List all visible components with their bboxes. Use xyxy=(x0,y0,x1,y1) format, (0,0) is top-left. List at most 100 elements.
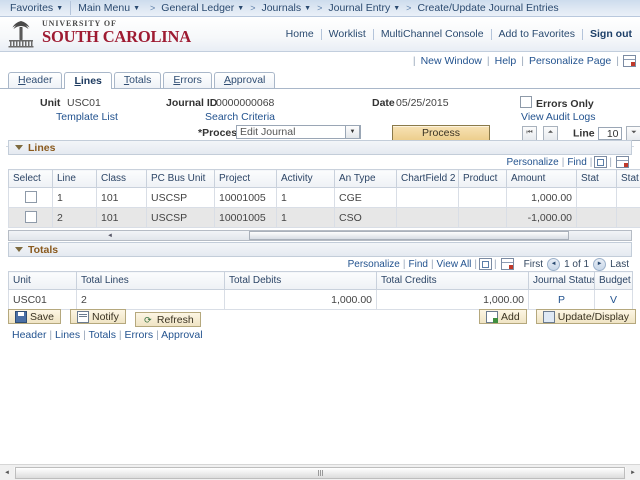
open-new-window-icon[interactable] xyxy=(479,258,492,270)
totals-journal-status[interactable]: P xyxy=(528,289,595,310)
link-template-list[interactable]: Template List xyxy=(56,111,118,123)
chevron-down-icon[interactable]: ▼ xyxy=(345,125,360,139)
errors-only-field[interactable]: Errors Only xyxy=(520,96,594,110)
collapse-triangle-icon[interactable] xyxy=(15,145,23,150)
footer-link-errors[interactable]: Errors xyxy=(124,329,154,341)
row-select-cell[interactable] xyxy=(8,187,53,208)
pager-previous-icon[interactable]: ◄ xyxy=(547,257,561,271)
col-select: Select xyxy=(8,169,53,188)
menu-favorites[interactable]: Favorites ▼ xyxy=(4,2,69,14)
row-amount[interactable]: 1,000.00 xyxy=(506,187,577,208)
update-display-button[interactable]: Update/Display xyxy=(535,309,636,324)
totals-find-link[interactable]: Find xyxy=(408,258,428,270)
row-amount[interactable]: -1,000.00 xyxy=(506,207,577,228)
breadcrumb-journal-entry[interactable]: Journal Entry ▼ xyxy=(326,2,402,14)
row-product[interactable] xyxy=(458,187,507,208)
totals-section-header[interactable]: Totals xyxy=(8,242,632,257)
link-personalize-page[interactable]: Personalize Page xyxy=(528,54,612,67)
open-new-window-icon[interactable] xyxy=(594,156,608,168)
notify-button[interactable]: Notify xyxy=(70,309,126,324)
link-worklist[interactable]: Worklist xyxy=(328,28,366,40)
row-product[interactable] xyxy=(458,207,507,228)
breadcrumb-journals[interactable]: Journals ▼ xyxy=(259,2,313,14)
footer-link-totals[interactable]: Totals xyxy=(88,329,116,341)
row-select-checkbox[interactable] xyxy=(24,190,37,203)
row-stat-amt[interactable] xyxy=(616,187,640,208)
save-button[interactable]: Save xyxy=(8,309,61,324)
totals-view-all-link[interactable]: View All xyxy=(436,258,472,270)
row-activity[interactable]: 1 xyxy=(276,207,335,228)
refresh-button[interactable]: ⟳ Refresh xyxy=(134,312,201,327)
previous-line-icon[interactable]: ⏶ xyxy=(542,126,558,141)
row-stat[interactable] xyxy=(576,207,617,228)
menu-main-menu[interactable]: Main Menu ▼ xyxy=(72,2,146,14)
row-select-checkbox[interactable] xyxy=(24,210,37,223)
budget-status-link[interactable]: V xyxy=(609,293,617,306)
row-project[interactable]: 10001005 xyxy=(214,207,277,228)
scroll-thumb[interactable] xyxy=(249,231,569,240)
tab-errors[interactable]: Errors xyxy=(163,72,212,88)
process-button[interactable]: Process xyxy=(392,125,490,142)
col-stat: Stat xyxy=(576,169,617,188)
line-label: Line xyxy=(573,127,595,140)
collapse-triangle-icon[interactable] xyxy=(15,247,23,252)
footer-link-header[interactable]: Header xyxy=(12,329,47,341)
row-an-type[interactable]: CSO xyxy=(334,207,397,228)
row-class[interactable]: 101 xyxy=(96,207,147,228)
row-pc-bus-unit[interactable]: USCSP xyxy=(146,207,215,228)
errors-only-checkbox[interactable] xyxy=(520,96,532,108)
table-row[interactable]: 2 101 USCSP 10001005 1 CSO -1,000.00 xyxy=(8,207,640,228)
pager-next-icon[interactable]: ► xyxy=(593,257,607,271)
first-line-icon[interactable]: ⏮ xyxy=(522,126,537,141)
row-project[interactable]: 10001005 xyxy=(214,187,277,208)
update-display-icon xyxy=(542,310,555,323)
tab-lines[interactable]: Lines xyxy=(64,72,112,89)
page-grid-icon[interactable] xyxy=(623,54,636,67)
totals-personalize-link[interactable]: Personalize xyxy=(347,258,400,270)
pager-last-label[interactable]: Last xyxy=(610,258,629,270)
table-row[interactable]: 1 101 USCSP 10001005 1 CGE 1,000.00 xyxy=(8,187,640,208)
row-chartfield2[interactable] xyxy=(396,207,459,228)
lines-find-link[interactable]: Find xyxy=(567,156,587,168)
page-scroll-thumb[interactable] xyxy=(15,466,625,479)
link-help[interactable]: Help xyxy=(494,54,517,67)
link-new-window[interactable]: New Window xyxy=(420,54,482,67)
row-stat-amt[interactable] xyxy=(616,207,640,228)
link-home[interactable]: Home xyxy=(285,28,314,40)
row-class[interactable]: 101 xyxy=(96,187,147,208)
tab-approval[interactable]: Approval xyxy=(213,72,276,88)
pager-first-label[interactable]: First xyxy=(523,258,544,270)
row-an-type[interactable]: CGE xyxy=(334,187,397,208)
footer-link-approval[interactable]: Approval xyxy=(161,329,203,341)
breadcrumb-general-ledger[interactable]: General Ledger ▼ xyxy=(159,2,246,14)
row-select-cell[interactable] xyxy=(8,207,53,228)
footer-link-lines[interactable]: Lines xyxy=(55,329,81,341)
lines-personalize-link[interactable]: Personalize xyxy=(506,156,559,168)
page-scroll-track[interactable] xyxy=(14,466,626,479)
page-horizontal-scrollbar[interactable]: ◄ ► xyxy=(0,464,640,480)
lines-horizontal-scrollbar[interactable]: ◄ xyxy=(8,230,632,241)
lines-section-header[interactable]: Lines xyxy=(8,140,632,155)
add-button[interactable]: Add xyxy=(479,309,527,324)
scroll-left-arrow-icon[interactable]: ◄ xyxy=(107,232,113,239)
link-multichannel-console[interactable]: MultiChannel Console xyxy=(380,28,484,40)
download-to-excel-icon[interactable] xyxy=(616,156,629,168)
link-sign-out[interactable]: Sign out xyxy=(590,28,632,40)
tab-header[interactable]: Header xyxy=(8,72,63,88)
link-view-audit-logs[interactable]: View Audit Logs xyxy=(521,111,596,123)
link-search-criteria[interactable]: Search Criteria xyxy=(205,111,276,123)
page-scroll-left-arrow-icon[interactable]: ◄ xyxy=(4,469,10,476)
line-input[interactable]: 10 xyxy=(597,127,622,140)
totals-budget-status[interactable]: V xyxy=(594,289,633,310)
process-select[interactable]: Edit Journal ▼ xyxy=(236,125,361,139)
row-pc-bus-unit[interactable]: USCSP xyxy=(146,187,215,208)
link-add-to-favorites[interactable]: Add to Favorites xyxy=(498,28,575,40)
page-scroll-right-arrow-icon[interactable]: ► xyxy=(630,469,636,476)
row-chartfield2[interactable] xyxy=(396,187,459,208)
row-stat[interactable] xyxy=(576,187,617,208)
tab-totals[interactable]: Totals xyxy=(113,72,162,88)
download-to-excel-icon[interactable] xyxy=(500,258,514,270)
next-line-icon[interactable]: ⏷ xyxy=(626,126,640,141)
row-activity[interactable]: 1 xyxy=(276,187,335,208)
journal-status-link[interactable]: P xyxy=(557,293,565,306)
